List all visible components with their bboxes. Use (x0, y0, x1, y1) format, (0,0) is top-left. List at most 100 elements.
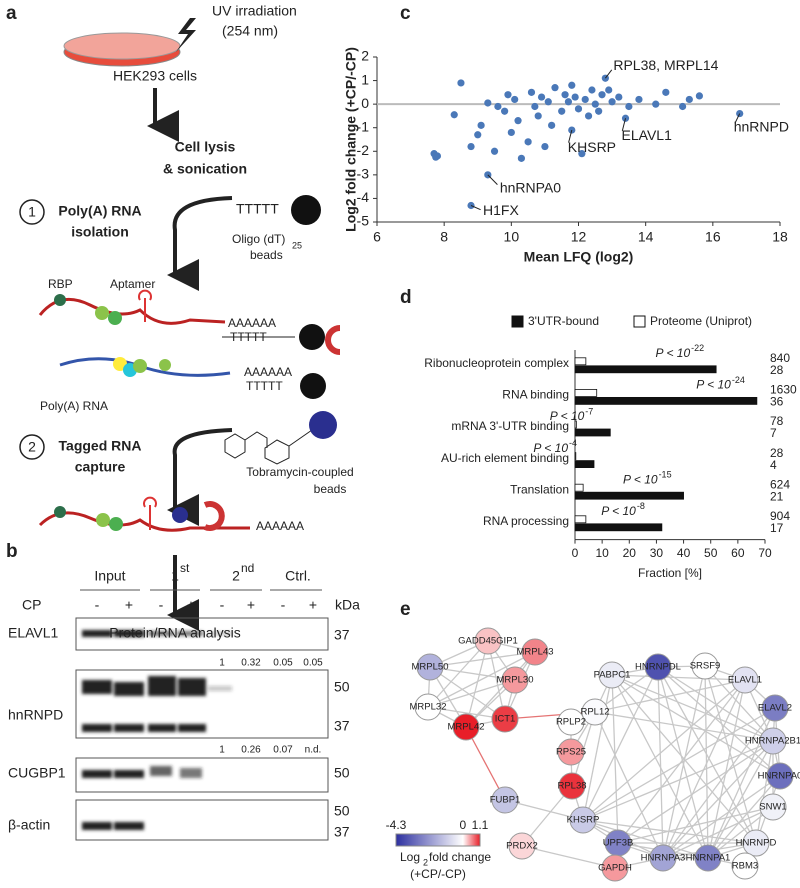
label: Cell lysis (175, 139, 236, 155)
point (615, 93, 623, 101)
node (644, 653, 672, 681)
label: HEK293 cells (113, 68, 197, 84)
colorbar-title: Log (400, 850, 420, 864)
annotation: H1FX (483, 202, 519, 218)
node (691, 652, 719, 680)
edge (427, 640, 489, 708)
point (541, 142, 549, 151)
label: Aptamer (110, 277, 155, 291)
node-label: SNW1 (759, 802, 786, 813)
label: beads (314, 482, 347, 496)
point (561, 91, 569, 99)
p-exponent: -4 (569, 438, 577, 448)
bar (574, 357, 587, 366)
x-tick-label: 16 (705, 229, 721, 245)
edge (657, 666, 709, 859)
point (685, 95, 693, 104)
lane-group: 2 (232, 568, 240, 584)
kda-marker: 50 (334, 765, 350, 781)
label: CP (22, 597, 41, 613)
x-tick-label: 12 (571, 229, 587, 245)
legend-label: 3'UTR-bound (528, 314, 599, 328)
quantification: 0.32 (241, 658, 261, 669)
point (568, 81, 576, 89)
colorbar (395, 833, 481, 847)
edge (582, 819, 757, 844)
edge (465, 726, 506, 801)
point (524, 138, 532, 146)
category-label: RNA processing (483, 514, 569, 528)
node-label: ICT1 (495, 714, 516, 725)
point (608, 98, 616, 106)
quantification: 0.05 (273, 658, 293, 669)
x-axis-label: Mean LFQ (log2) (524, 249, 634, 265)
bar (574, 523, 663, 532)
y-tick-label: 1 (361, 71, 369, 87)
superscript: nd (241, 561, 254, 575)
label: & sonication (163, 161, 247, 177)
edge (704, 665, 709, 859)
bar (574, 491, 684, 500)
edge (429, 651, 536, 668)
edge (662, 740, 774, 859)
category-label: AU-rich element binding (441, 451, 569, 465)
blot-bands (82, 630, 232, 830)
count: 904 (770, 509, 790, 523)
cp-sign: - (220, 597, 225, 613)
point (511, 95, 519, 104)
point (467, 142, 475, 151)
point (534, 112, 542, 120)
p-value: P < 10 (656, 346, 691, 360)
point (494, 102, 502, 111)
p-exponent: -8 (637, 501, 645, 511)
point (588, 86, 596, 94)
label: UV irradiation (212, 3, 297, 19)
label: Poly(A) RNA (58, 203, 141, 219)
x-tick-label: 50 (704, 546, 718, 560)
label: isolation (71, 224, 129, 240)
panel-label: c (400, 3, 411, 24)
label: Poly(A) RNA (40, 399, 108, 413)
edge (611, 674, 619, 844)
x-tick-label: 60 (731, 546, 745, 560)
label: Tagged RNA (59, 438, 142, 454)
node-label: MRPL30 (497, 675, 534, 686)
node-label: SRSF9 (690, 661, 721, 672)
p-exponent: -24 (732, 375, 745, 385)
kda-marker: 37 (334, 718, 350, 734)
node (501, 666, 529, 694)
count: 7 (770, 426, 777, 440)
blot (75, 589, 329, 841)
node (557, 708, 585, 736)
annotation: ELAVL1 (622, 127, 673, 143)
x-tick-label: 10 (504, 229, 520, 245)
node (598, 661, 626, 689)
edge (594, 711, 664, 859)
node (766, 762, 794, 790)
edge (662, 775, 781, 859)
point (662, 88, 670, 96)
x-tick-label: 6 (373, 229, 381, 245)
point (548, 121, 556, 129)
legend-swatch (633, 315, 646, 328)
node-label: RBM3 (732, 861, 758, 872)
panel-label: e (400, 599, 411, 620)
label: TTTTT (246, 379, 283, 393)
point (621, 114, 630, 122)
edge (707, 679, 746, 859)
node-label: ELAVL2 (758, 703, 792, 714)
node (416, 653, 444, 681)
p-value: P < 10 (696, 378, 731, 392)
bar (574, 388, 598, 397)
node-label: HNRNPDL (635, 662, 681, 673)
node (569, 806, 597, 834)
node-label: ELAVL1 (728, 675, 762, 686)
edge (611, 674, 774, 742)
node-label: HNRNPA0 (758, 771, 800, 782)
cp-sign: - (281, 597, 286, 613)
node-label: HNRNPA1 (686, 853, 731, 864)
point (695, 92, 704, 100)
protein-label: hnRNPD (8, 707, 63, 723)
quantification: 1 (219, 658, 225, 669)
point (574, 105, 583, 113)
